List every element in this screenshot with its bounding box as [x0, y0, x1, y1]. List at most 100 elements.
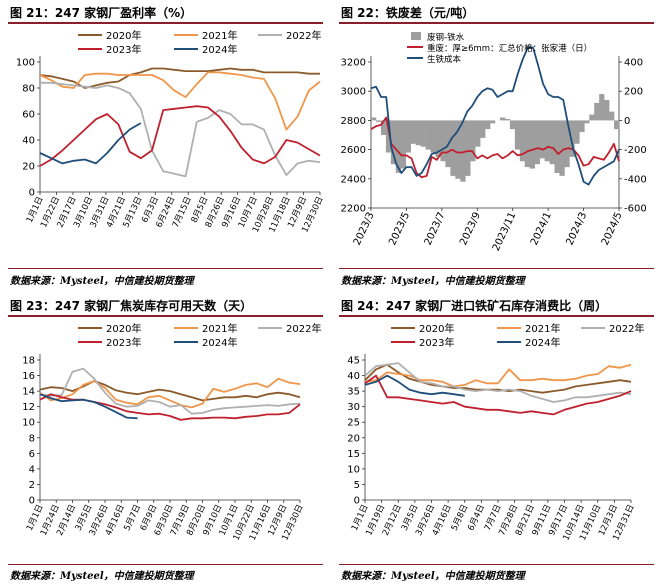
legend-label: 2022年 [286, 29, 321, 42]
legend-label: 2023年 [106, 43, 141, 56]
series-bar [371, 117, 377, 121]
y-tick-label: 35 [347, 387, 360, 398]
chart-panel-24: 图 24：247 家钢厂进口铁矿石库存消费比（周） 0 5 10 15 20 25 30 35… [331, 293, 662, 585]
legend-label: 2023年 [419, 336, 454, 349]
y-tick-label: 8 [29, 433, 35, 444]
source-note: 数据来源：Mysteel，中信建投期货整理 [341, 571, 525, 582]
series-bar [490, 120, 496, 124]
series-bar [435, 120, 441, 157]
series-bar [529, 120, 535, 169]
series-bar [415, 120, 421, 146]
y-tick-label: 10 [347, 464, 360, 475]
chart-23-plot: 0246810121416181月1日1月24日2月14日3月5日3月26日4月… [22, 322, 321, 542]
x-tick-label: 2023/5 [387, 211, 412, 248]
y-tick-label-right: -200 [624, 145, 647, 156]
y-tick-label: 18 [22, 356, 35, 367]
chart-title: 图 23：247 家钢厂焦炭库存可用天数（天） [10, 299, 253, 313]
y-tick-label: 100 [16, 58, 35, 69]
series-line [39, 393, 138, 420]
y-tick-label-right: 0 [624, 116, 630, 127]
y-tick-label: 16 [22, 371, 35, 382]
title-rule [8, 315, 323, 317]
title-rule [339, 22, 654, 24]
series-line [364, 363, 632, 394]
legend-label: 2021年 [202, 29, 237, 42]
series-line [39, 367, 301, 415]
y-tick-label: 2400 [341, 174, 366, 185]
series-bar [460, 120, 466, 182]
y-tick-label: 2800 [341, 116, 366, 127]
series-bar [450, 120, 456, 176]
chart-21-plot: 0204060801001月1日1月22日2月17日3月10日3月31日4月21… [16, 29, 326, 234]
legend-label: 2022年 [286, 322, 321, 335]
series-line [364, 362, 632, 403]
x-tick-label: 2024/5 [600, 211, 625, 248]
series-bar [509, 120, 516, 130]
series-bar [420, 120, 426, 147]
series-bar [594, 102, 600, 121]
y-tick-label: 20 [347, 433, 360, 444]
y-tick-label: 3000 [341, 87, 366, 98]
legend-label: 2020年 [419, 322, 454, 335]
legend-label: 2021年 [525, 322, 560, 335]
series-bar [470, 120, 476, 162]
x-tick-label: 2023/11 [491, 211, 519, 253]
series-line [40, 81, 321, 178]
legend-label: 2024年 [202, 43, 237, 56]
series-bar [589, 114, 595, 121]
source-rule [339, 268, 654, 269]
series-bar [475, 120, 481, 147]
legend-label: 2023年 [106, 336, 141, 349]
y-tick-label: 2 [29, 480, 35, 491]
y-tick-label: 14 [22, 387, 35, 398]
y-tick-label: 15 [347, 449, 360, 460]
x-tick-label: 2023/3 [352, 211, 377, 248]
chart-22-plot: 2200 2400 2600 2800 3000 3200 -600 -400 -200 0 200… [341, 32, 647, 253]
series-bar [425, 120, 431, 150]
series-line [364, 374, 465, 397]
series-bar [554, 120, 560, 173]
x-tick-label: 2024/3 [564, 211, 589, 248]
legend-label: 废钢-铁水 [427, 32, 465, 43]
series-bar [440, 120, 446, 162]
series-bar [380, 120, 387, 135]
y-tick-label: 2200 [341, 204, 366, 215]
y-tick-label-right: -400 [624, 174, 647, 185]
series-bar [569, 120, 575, 157]
series-bar [455, 120, 461, 179]
series-line [370, 116, 620, 179]
series-bar [579, 120, 585, 133]
legend-label: 2021年 [202, 322, 237, 335]
series-bar [544, 120, 550, 162]
y-tick-label: 0 [354, 496, 360, 507]
legend-label: 2020年 [106, 29, 141, 42]
series-bar [390, 120, 397, 165]
series-bar [465, 120, 471, 176]
x-tick-label: 2023/7 [423, 211, 448, 248]
series-line [39, 105, 321, 167]
series-bar [410, 120, 416, 144]
series-bar [519, 120, 526, 162]
series-bar [400, 120, 407, 169]
y-tick-label: 12 [22, 402, 35, 413]
source-note: 数据来源：Mysteel，中信建投期货整理 [10, 571, 194, 582]
source-rule [339, 564, 654, 565]
chart-panel-22: 图 22：铁废差（元/吨） 2200 2400 2600 2800 3000 3200 -6… [331, 0, 662, 292]
legend-label: 2024年 [525, 336, 560, 349]
chart-title: 图 22：铁废差（元/吨） [341, 6, 475, 20]
legend-swatch [411, 32, 421, 40]
y-tick-label: 10 [22, 418, 35, 429]
source-note: 数据来源：Mysteel，中信建投期货整理 [10, 276, 194, 287]
y-tick-label-right: 200 [624, 87, 643, 98]
legend-label: 2020年 [106, 322, 141, 335]
y-tick-label: 3200 [341, 58, 366, 69]
chart-panel-21: 图 21：247 家钢厂盈利率（%） 0 20 40 60 80 100 1月1日 1月22日… [0, 0, 331, 292]
y-tick-label: 40 [347, 371, 360, 382]
legend-label: 重废：厚≥6mm：汇总价格：张家港（日） [427, 43, 592, 54]
y-tick-label: 25 [347, 418, 360, 429]
series-bar [395, 120, 402, 173]
y-tick-label: 20 [22, 162, 35, 173]
series-line [364, 374, 632, 416]
series-bar [574, 120, 580, 144]
series-bar [485, 120, 491, 130]
